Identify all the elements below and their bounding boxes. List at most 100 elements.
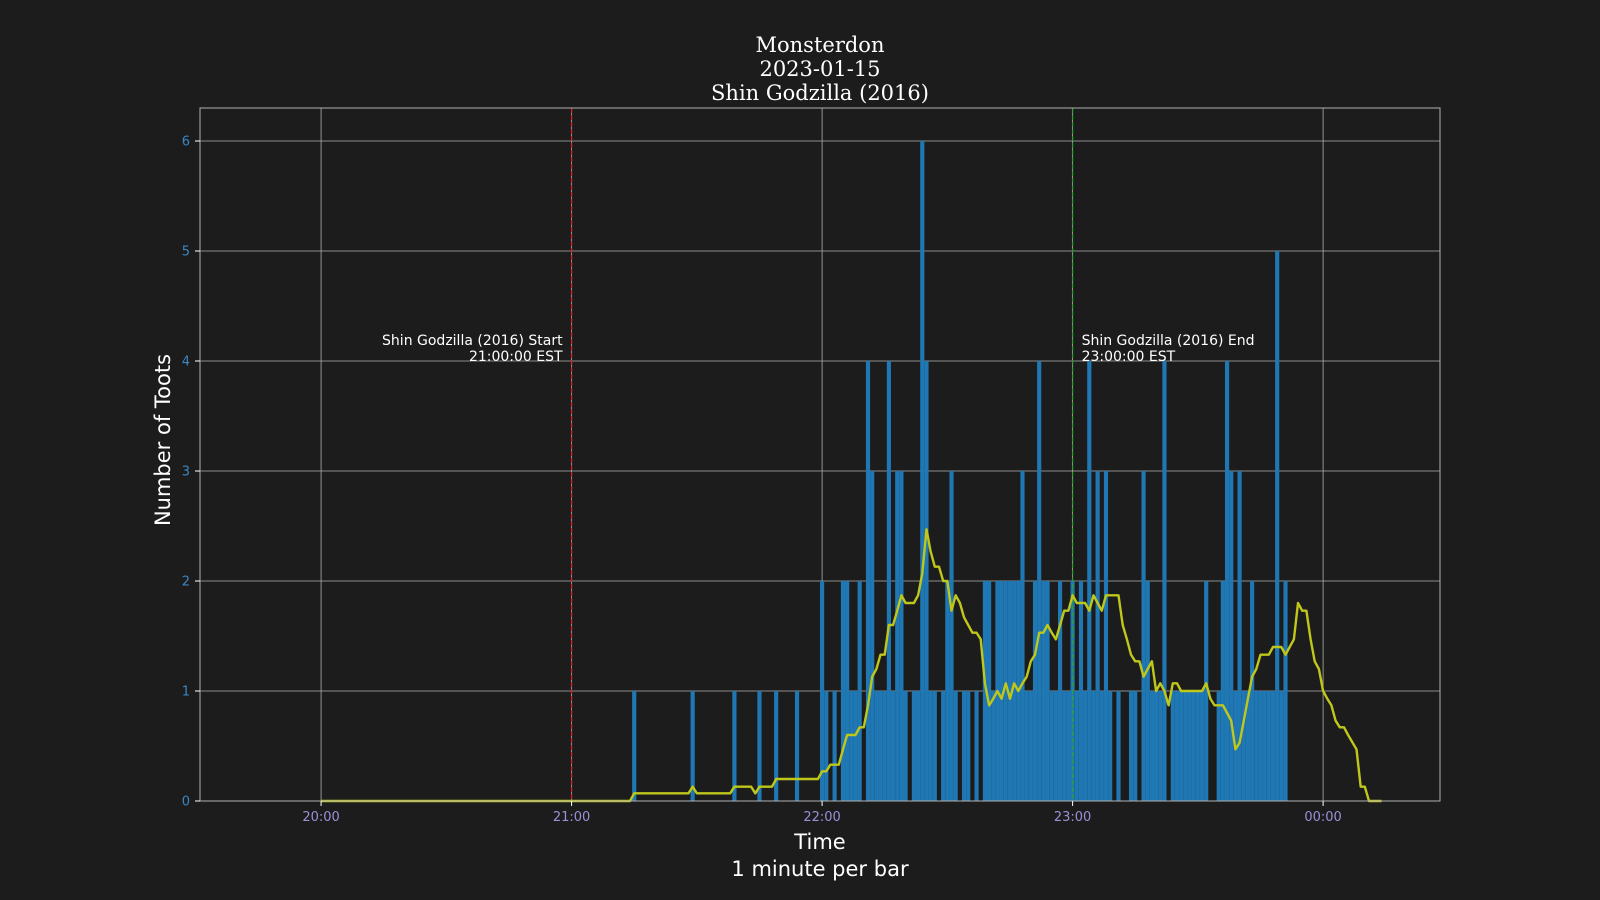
bar [966, 691, 971, 801]
bar [1116, 691, 1121, 801]
bar [1012, 581, 1017, 801]
bar [1103, 471, 1109, 801]
bar [1229, 471, 1234, 801]
bar [1003, 581, 1008, 801]
bar [1195, 691, 1200, 801]
y-axis-label: Number of Toots [151, 354, 175, 526]
bar [1083, 691, 1088, 801]
bar [1179, 691, 1184, 801]
y-tick-label: 2 [182, 575, 190, 590]
rolling-average-series [321, 528, 1382, 803]
bar [1099, 691, 1104, 801]
x-tick-label: 23:00 [1054, 810, 1091, 825]
bar [1199, 691, 1205, 801]
x-tick-label: 00:00 [1304, 810, 1341, 825]
start-annotation-title: Shin Godzilla (2016) Start [382, 333, 563, 349]
bar [1187, 691, 1192, 801]
x-axis-label: Time [793, 830, 845, 854]
bar [1250, 581, 1255, 801]
bar [895, 471, 900, 801]
bar [824, 691, 829, 801]
bar [1091, 691, 1096, 801]
bar [1237, 471, 1242, 801]
event-markers [570, 108, 1074, 801]
bar [1149, 691, 1155, 801]
bar [903, 691, 908, 801]
bar [932, 691, 937, 801]
x-tick-label: 20:00 [302, 810, 339, 825]
bar [870, 471, 875, 801]
bar [974, 691, 979, 801]
bar [1270, 691, 1276, 801]
bar [911, 691, 917, 801]
bar [1057, 581, 1063, 801]
bar [1183, 691, 1188, 801]
bar [886, 361, 891, 801]
bar [1170, 691, 1175, 801]
bar [928, 691, 933, 801]
bar [832, 691, 837, 801]
bar [991, 691, 996, 801]
y-axis-ticks: 0 1 2 3 4 5 6 [182, 135, 200, 810]
bar [982, 581, 988, 801]
rolling-average-line [321, 528, 1382, 803]
bar [1087, 361, 1092, 801]
bar [732, 691, 737, 801]
bar [1141, 471, 1146, 801]
bar [1095, 471, 1100, 801]
bar [1216, 691, 1221, 801]
title-line-1: Monsterdon [756, 33, 885, 57]
bar [916, 691, 921, 801]
x-tick-label: 21:00 [553, 810, 590, 825]
bar [961, 691, 967, 801]
bar [953, 691, 958, 801]
bar [857, 581, 862, 801]
bar [1066, 691, 1071, 801]
title-line-3: Shin Godzilla (2016) [711, 81, 929, 105]
bar [1078, 581, 1084, 801]
y-tick-label: 5 [182, 245, 190, 260]
bar [632, 691, 637, 801]
bar [1053, 691, 1058, 801]
bar [774, 691, 779, 801]
bar [1279, 691, 1284, 801]
bar [1220, 581, 1225, 801]
y-tick-label: 3 [182, 465, 190, 480]
bar [882, 691, 887, 801]
plot-frame [199, 107, 1441, 802]
bar [690, 691, 695, 801]
bar [820, 581, 825, 801]
bar [1162, 361, 1167, 801]
bar [794, 691, 800, 801]
bar [999, 581, 1004, 801]
bar [874, 691, 879, 801]
title-line-2: 2023-01-15 [759, 57, 880, 81]
bar [1049, 691, 1054, 801]
bar [1262, 691, 1267, 801]
bar [1041, 581, 1046, 801]
bar [1254, 691, 1259, 801]
bar [1020, 471, 1025, 801]
y-tick-label: 4 [182, 355, 190, 370]
bar [1241, 691, 1246, 801]
bar [1154, 691, 1159, 801]
bar [1074, 691, 1079, 801]
bar [890, 691, 896, 801]
bar [941, 691, 946, 801]
bar [1007, 581, 1013, 801]
end-annotation-title: Shin Godzilla (2016) End [1082, 333, 1255, 349]
bar [1128, 691, 1134, 801]
bar [1062, 691, 1067, 801]
bar [899, 471, 904, 801]
bar [1158, 691, 1163, 801]
y-tick-label: 1 [182, 685, 190, 700]
bar [878, 691, 883, 801]
bar [1258, 691, 1263, 801]
bar [865, 361, 871, 801]
bar [1145, 581, 1150, 801]
x-axis-sublabel: 1 minute per bar [731, 857, 909, 881]
bar [1283, 581, 1288, 801]
bar [1028, 691, 1033, 801]
